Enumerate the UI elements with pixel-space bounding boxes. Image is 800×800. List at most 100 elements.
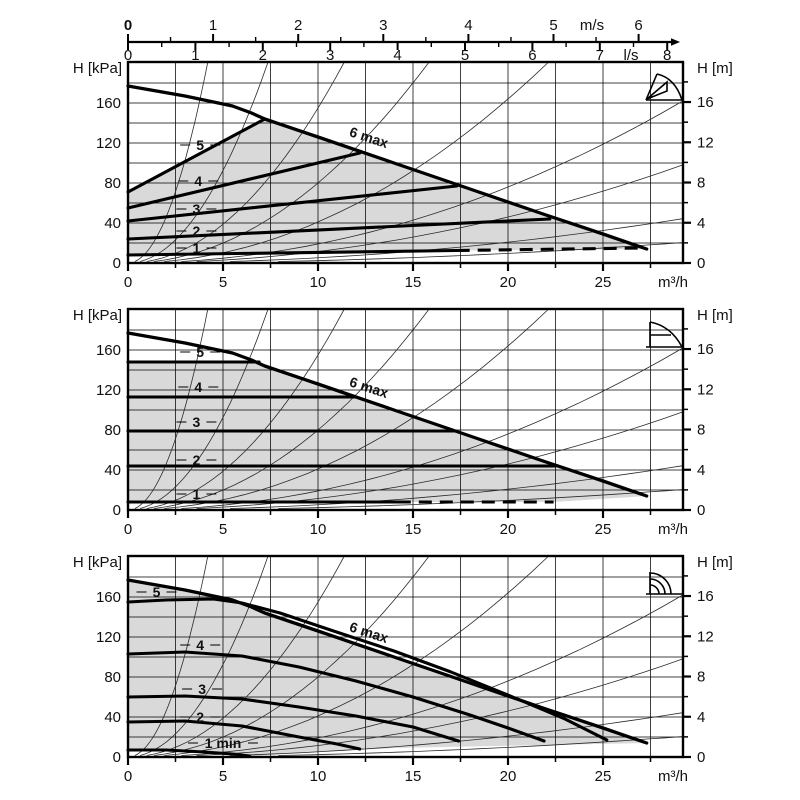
y-left-tick-label: 160 <box>96 95 121 112</box>
ms-tick-label: 5 <box>549 17 557 34</box>
reference-curve <box>134 309 208 509</box>
y-right-axis-title: H [m] <box>697 60 733 77</box>
curve-label-group: 2 <box>176 452 217 468</box>
x-tick-label: 5 <box>219 768 227 785</box>
y-right-axis-title: H [m] <box>697 307 733 324</box>
ms-unit-label: m/s <box>580 17 604 34</box>
x-tick-label: 15 <box>405 274 422 291</box>
reference-curve <box>164 309 548 509</box>
level-curve <box>126 248 459 257</box>
y-left-tick-label: 40 <box>104 709 121 726</box>
y-left-tick-label: 120 <box>96 629 121 646</box>
y-right-tick-label: 0 <box>697 255 705 272</box>
y-left-axis-title: H [kPa] <box>73 307 122 324</box>
reference-curve <box>278 736 683 756</box>
y-left-tick-label: 120 <box>96 382 121 399</box>
x-axis: 0 5 10 15 20 25 m³/h <box>124 510 688 538</box>
ls-unit-label: l/s <box>624 47 639 64</box>
curve-label: 1 <box>193 240 201 256</box>
level-curve <box>126 217 552 241</box>
y-axis-left: 0 40 80 120 160 H [kPa] <box>73 307 122 519</box>
reference-curve <box>153 309 429 509</box>
reference-curve <box>181 594 683 756</box>
x-tick-label: 25 <box>595 521 612 538</box>
y-right-tick-label: 16 <box>697 588 714 605</box>
level-curve <box>126 694 461 743</box>
proportional-pressure-icon <box>645 73 683 101</box>
x-tick-label: 25 <box>595 274 612 291</box>
curve-label-group: 4 <box>178 379 219 395</box>
x-tick-label: 20 <box>500 768 517 785</box>
y-axis-right: 0 4 8 12 16 H [m] <box>683 554 733 766</box>
curve-label-group: 2 <box>176 223 217 239</box>
x-tick-label: 15 <box>405 521 422 538</box>
curve-label: 2 <box>196 709 204 725</box>
max-curve <box>126 84 649 251</box>
y-left-tick-label: 80 <box>104 175 121 192</box>
reference-curve <box>164 62 548 262</box>
reference-curve <box>196 164 683 262</box>
ls-tick-label: 6 <box>528 47 536 64</box>
x-axis: 0 5 10 15 20 25 m³/h <box>124 757 688 785</box>
reference-curve <box>146 309 345 509</box>
icon-arc <box>649 321 683 348</box>
reference-curve <box>229 218 683 262</box>
reference-curve <box>146 62 345 262</box>
curve-label-group: 1 <box>176 240 217 256</box>
y-axis-right: 0 4 8 12 16 H [m] <box>683 60 733 272</box>
reference-curve <box>196 658 683 756</box>
curve-label: 4 <box>196 637 204 653</box>
max-curve <box>126 578 649 745</box>
y-right-tick-label: 4 <box>697 709 705 726</box>
curve-label-group: 4 <box>178 173 219 189</box>
y-left-tick-label: 160 <box>96 589 121 606</box>
y-right-tick-label: 0 <box>697 502 705 519</box>
ls-tick-label: 3 <box>326 47 334 64</box>
level-curve <box>126 151 362 210</box>
x-unit-label: m³/h <box>658 521 688 538</box>
curve-label-group: 3 <box>182 681 223 697</box>
curve-label-group: 3 <box>176 201 217 217</box>
x-tick-label: 0 <box>124 274 132 291</box>
reference-curve <box>139 62 269 262</box>
y-axis-left: 0 40 80 120 160 H [kPa] <box>73 554 122 766</box>
level-curve <box>126 719 362 751</box>
ls-tick-label: 5 <box>461 47 469 64</box>
y-right-tick-label: 16 <box>697 341 714 358</box>
curve-label-group: 3 <box>176 414 217 430</box>
x-tick-label: 25 <box>595 768 612 785</box>
ls-tick-label: 4 <box>393 47 401 64</box>
x-tick-label: 5 <box>219 521 227 538</box>
y-left-tick-label: 80 <box>104 669 121 686</box>
curve-label: 2 <box>193 223 201 239</box>
y-left-tick-label: 40 <box>104 215 121 232</box>
curve-label: 4 <box>194 379 202 395</box>
reference-curve <box>134 62 208 262</box>
curve-label-group: 1 min <box>188 735 258 751</box>
curve-label-group: 4 <box>180 637 221 653</box>
curve-label-group: 5 <box>180 344 221 360</box>
x-tick-label: 10 <box>310 768 327 785</box>
ms-tick-label: 2 <box>294 17 302 34</box>
y-right-tick-label: 8 <box>697 175 705 192</box>
ls-tick-label: 1 <box>191 47 199 64</box>
y-left-tick-label: 0 <box>113 255 121 272</box>
y-left-axis-title: H [kPa] <box>73 60 122 77</box>
min-dashed-line <box>456 246 643 253</box>
reference-curve <box>181 347 683 509</box>
x-tick-label: 0 <box>124 768 132 785</box>
x-tick-label: 10 <box>310 521 327 538</box>
curve-label: 5 <box>196 344 204 360</box>
level-curve <box>126 650 546 743</box>
curve-label-group: 1 <box>176 486 217 502</box>
curve-label: 5 <box>196 137 204 153</box>
y-right-tick-label: 12 <box>697 134 714 151</box>
y-axis-left: 0 40 80 120 160 H [kPa] <box>73 60 122 272</box>
y-right-tick-label: 4 <box>697 462 705 479</box>
reference-curve <box>278 489 683 509</box>
y-right-tick-label: 8 <box>697 669 705 686</box>
level-curve <box>126 184 459 223</box>
